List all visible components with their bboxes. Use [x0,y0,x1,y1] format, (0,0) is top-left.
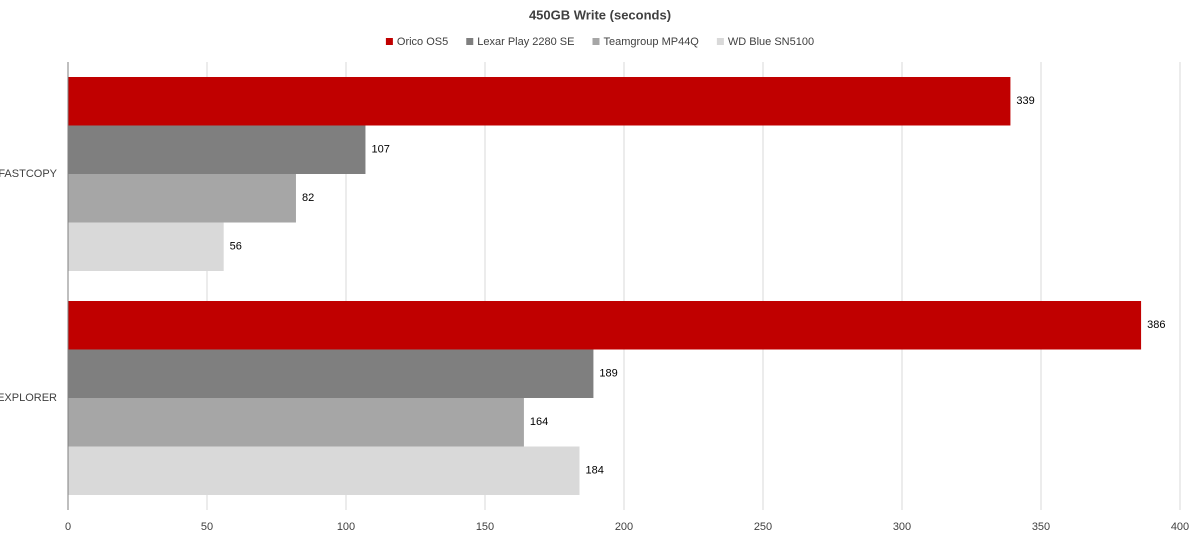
bar [68,174,296,223]
bar [68,349,594,398]
legend-swatch [716,38,724,45]
legend-label: WD Blue SN5100 [728,36,814,48]
bar [68,222,224,271]
bar [68,446,580,495]
x-tick-label: 100 [337,521,355,533]
x-tick-label: 50 [201,521,213,533]
value-label: 107 [371,144,389,156]
x-tick-label: 0 [65,521,71,533]
x-tick-label: 150 [476,521,494,533]
value-label: 56 [230,241,242,253]
value-label: 386 [1147,319,1165,331]
legend-label: Teamgroup MP44Q [603,36,699,48]
legend-swatch [592,38,600,45]
value-label: 339 [1016,95,1034,107]
x-tick-label: 300 [893,521,911,533]
bar [68,77,1011,126]
value-label: 184 [586,465,604,477]
x-tick-label: 200 [615,521,633,533]
y-tick-label: EXPLORER [0,392,57,404]
y-tick-label: FASTCOPY [0,168,58,180]
x-tick-label: 350 [1032,521,1050,533]
x-tick-label: 400 [1171,521,1189,533]
bar [68,125,366,174]
x-tick-label: 250 [754,521,772,533]
legend-swatch [466,38,474,45]
value-label: 189 [599,368,617,380]
legend-label: Lexar Play 2280 SE [477,36,574,48]
legend-swatch [385,38,393,45]
legend-label: Orico OS5 [397,36,448,48]
bar [68,301,1142,350]
value-label: 82 [302,192,314,204]
bar [68,398,524,447]
chart-title: 450GB Write (seconds) [529,7,671,22]
value-label: 164 [530,416,548,428]
